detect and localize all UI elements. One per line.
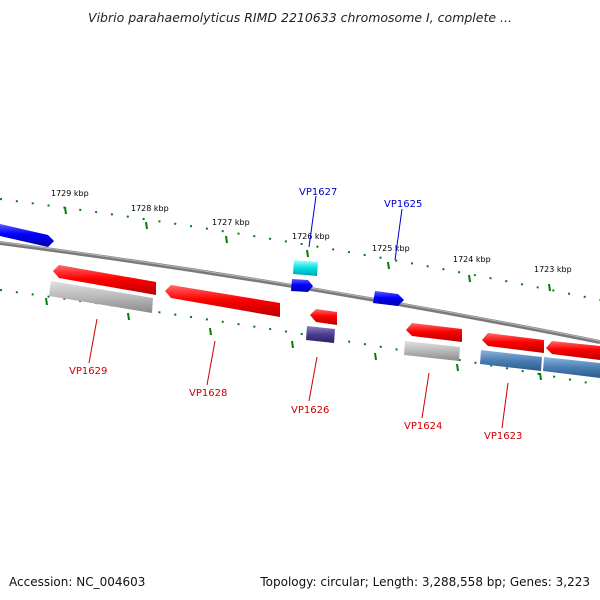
gene-block-cyan[interactable] xyxy=(293,260,318,276)
scale-label: 1723 kbp xyxy=(534,265,572,274)
map-title: Vibrio parahaemolyticus RIMD 2210633 chr… xyxy=(88,10,512,25)
gene-label-vp1628[interactable]: VP1628 xyxy=(189,388,227,399)
feature-block-gray[interactable] xyxy=(404,341,460,361)
scale-label: 1724 kbp xyxy=(453,255,491,264)
feature-block-gray[interactable] xyxy=(49,281,153,313)
gene-label-vp1626[interactable]: VP1626 xyxy=(291,405,329,416)
gene-arrow-red[interactable] xyxy=(482,333,544,353)
scale-label: 1725 kbp xyxy=(372,244,410,253)
gene-arrow-red[interactable] xyxy=(165,285,280,317)
leader-line xyxy=(206,340,216,386)
leader-line xyxy=(501,382,509,429)
gene-arrow-blue[interactable] xyxy=(0,224,54,247)
feature-block-purple[interactable] xyxy=(306,326,335,343)
gene-label-vp1629[interactable]: VP1629 xyxy=(69,366,107,377)
gene-label-vp1624[interactable]: VP1624 xyxy=(404,421,442,432)
leader-line xyxy=(394,208,403,261)
scale-label: 1728 kbp xyxy=(131,204,169,213)
lower-tick-track xyxy=(0,289,600,386)
scale-label: 1729 kbp xyxy=(51,189,89,198)
gene-arrow-blue[interactable] xyxy=(373,291,404,306)
gene-arrow-red[interactable] xyxy=(546,341,600,360)
leader-line xyxy=(88,318,98,364)
scale-label: 1727 kbp xyxy=(212,218,250,227)
leader-line xyxy=(308,195,317,248)
genome-summary-text: Topology: circular; Length: 3,288,558 bp… xyxy=(260,575,590,589)
gene-arrow-red[interactable] xyxy=(53,265,156,295)
leader-line xyxy=(421,372,430,419)
accession-text: Accession: NC_004603 xyxy=(9,575,146,589)
gene-arrow-red[interactable] xyxy=(310,309,337,325)
feature-block-steel[interactable] xyxy=(480,350,542,371)
upper-tick-track xyxy=(0,198,600,301)
gene-label-vp1623[interactable]: VP1623 xyxy=(484,431,522,442)
gene-arrow-red[interactable] xyxy=(406,323,462,342)
gene-arrow-blue[interactable] xyxy=(291,279,313,292)
leader-line xyxy=(308,356,318,402)
gene-label-vp1627[interactable]: VP1627 xyxy=(299,187,337,198)
feature-block-steel[interactable] xyxy=(543,357,600,378)
gene-label-vp1625[interactable]: VP1625 xyxy=(384,199,422,210)
